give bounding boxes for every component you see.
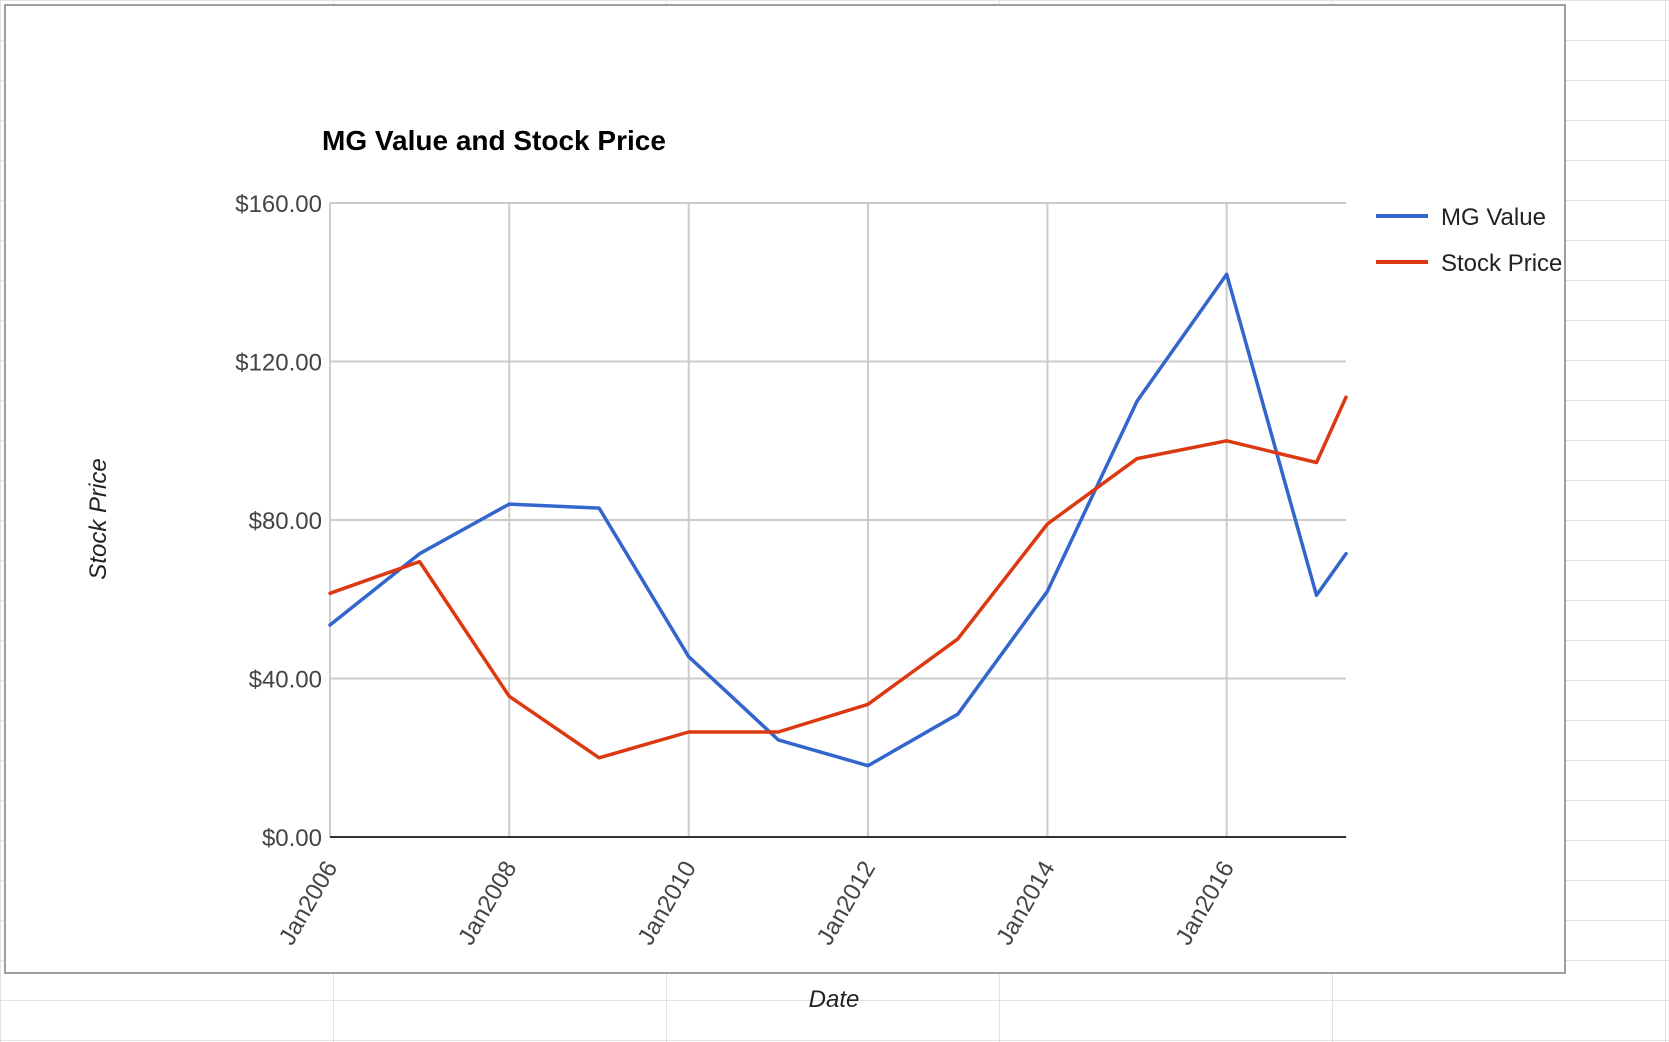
- legend-label-stock-price: Stock Price: [1441, 250, 1562, 277]
- series-line-mg-value: [328, 272, 1348, 768]
- gridlines: [329, 202, 1346, 838]
- y-tick-label: $120.00: [235, 350, 322, 377]
- y-tick-label: $80.00: [249, 508, 322, 535]
- y-tick-label: $0.00: [262, 825, 322, 852]
- chart-frame[interactable]: [4, 4, 1566, 974]
- x-tick-label: Jan2010: [632, 857, 701, 950]
- legend-label-mg-value: MG Value: [1441, 204, 1546, 231]
- x-tick-label: Jan2012: [812, 857, 881, 950]
- y-axis-title: Stock Price: [85, 458, 112, 579]
- series-line-stock-price: [328, 395, 1348, 760]
- x-tick-label: Jan2016: [1170, 857, 1239, 950]
- x-axis-title: Date: [809, 986, 860, 1013]
- y-axis-ticks: $0.00 $40.00 $80.00 $120.00 $160.00: [235, 191, 322, 852]
- x-tick-label: Jan2008: [453, 857, 522, 950]
- y-tick-label: $40.00: [249, 667, 322, 694]
- y-tick-label: $160.00: [235, 191, 322, 218]
- x-tick-label: Jan2014: [991, 857, 1060, 950]
- legend[interactable]: MG Value Stock Price: [1376, 204, 1562, 277]
- x-axis-ticks: Jan2006 Jan2008 Jan2010 Jan2012 Jan2014 Jan20…: [274, 857, 1240, 950]
- series-lines: [328, 272, 1348, 768]
- chart-title: MG Value and Stock Price: [322, 125, 666, 156]
- x-tick-label: Jan2006: [274, 857, 343, 950]
